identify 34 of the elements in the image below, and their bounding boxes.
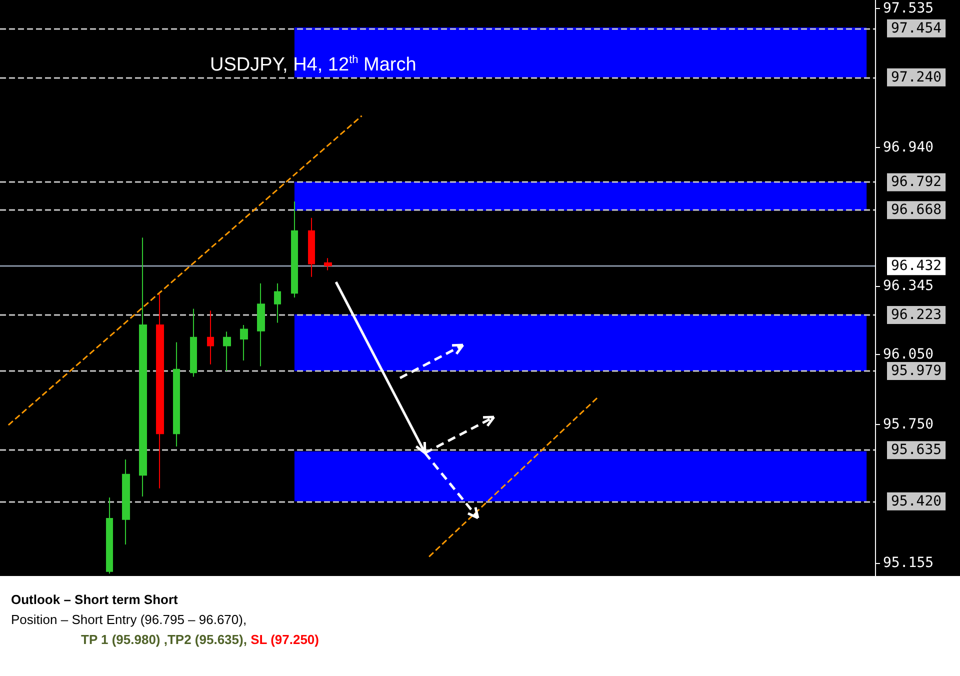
y-tick-label: 95.155 bbox=[883, 555, 934, 572]
ref-line-label: 96.432 bbox=[891, 258, 942, 274]
y-tick-label: 96.050 bbox=[883, 346, 934, 363]
candlestick bbox=[240, 324, 248, 361]
y-tick-label: 97.535 bbox=[883, 0, 934, 17]
candlestick bbox=[257, 282, 265, 367]
candlestick bbox=[324, 258, 332, 271]
candlestick bbox=[156, 293, 164, 489]
candlestick bbox=[274, 282, 281, 324]
ref-line-label: 96.223 bbox=[891, 307, 942, 324]
candlestick bbox=[291, 201, 298, 298]
candlestick bbox=[173, 342, 180, 447]
ref-line-label: 97.240 bbox=[891, 69, 942, 86]
candlestick bbox=[308, 217, 315, 278]
ref-line-label: 95.420 bbox=[891, 493, 942, 510]
candlestick bbox=[207, 310, 214, 365]
text: USDJPY, H4, 12$^{th}$ March bbox=[210, 54, 416, 76]
y-tick-label: 95.750 bbox=[883, 416, 934, 433]
candlestick bbox=[190, 308, 197, 378]
ref-line-label: 95.635 bbox=[891, 442, 942, 458]
y-tick-label: 96.940 bbox=[883, 139, 934, 156]
candlestick bbox=[139, 237, 147, 498]
candlestick bbox=[122, 458, 130, 546]
text: SL (97.250) bbox=[250, 632, 319, 647]
text: TP 1 (95.980) ,TP2 (95.635), bbox=[81, 632, 247, 647]
text: Outlook – Short term Short bbox=[11, 592, 178, 607]
candlestick bbox=[106, 496, 113, 574]
y-tick-label: 96.345 bbox=[883, 278, 934, 294]
ref-line-label: 97.454 bbox=[891, 20, 942, 36]
ref-line-label: 96.668 bbox=[891, 202, 942, 218]
candlestick bbox=[223, 331, 231, 372]
text: Position – Short Entry (96.795 – 96.670), bbox=[11, 612, 247, 627]
ref-line-label: 95.979 bbox=[891, 362, 942, 379]
ref-line-label: 96.792 bbox=[891, 174, 942, 190]
